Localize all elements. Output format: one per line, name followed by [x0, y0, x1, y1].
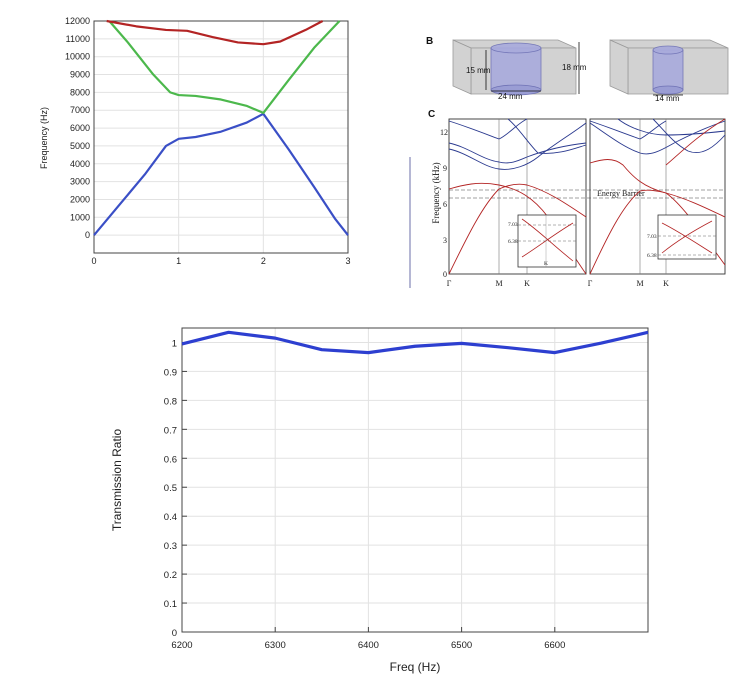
trans-xtick-label: 6400: [358, 640, 379, 651]
transmission-plot-area: [181, 327, 649, 633]
dim-height-large: 15 mm: [466, 66, 491, 75]
transmission-xlabel: Freq (Hz): [390, 660, 441, 674]
trans-ytick-label: 0.1: [164, 599, 177, 610]
trans-xtick-label: 6200: [171, 640, 192, 651]
trans-xtick-label: 6600: [544, 640, 565, 651]
band-a-series-1: [108, 20, 341, 115]
inset-right-tick-upper: 7.03: [647, 234, 657, 240]
trans-ytick-label: 0: [172, 628, 177, 639]
band-a-xtick-label: 1: [176, 256, 181, 266]
band-c-ytick: 12: [440, 128, 448, 137]
trans-ytick-label: 0.8: [164, 396, 177, 407]
inset-right-tick-lower: 6.38: [647, 253, 657, 259]
band-a-series-0: [93, 112, 349, 236]
band-a-ytick-label: 6000: [70, 123, 90, 133]
panel-b-label: B: [426, 36, 433, 47]
band-c-ytick: 6: [443, 200, 447, 209]
band-chart-c-left-frame: [448, 118, 587, 275]
band-a-ytick-label: 4000: [70, 159, 90, 169]
trans-ytick-label: 0.7: [164, 425, 177, 436]
band-c-left-xtick: M: [495, 279, 502, 288]
band-a-ytick-label: 12000: [65, 16, 90, 26]
band-a-ytick-label: 7000: [70, 105, 90, 115]
band-c-left-xtick: K: [524, 279, 530, 288]
band-c-left-blue: [448, 118, 587, 170]
unit-cell-panel: B 15 mm 24 mm 18 mm 14 mm: [426, 36, 729, 103]
trans-ytick-label: 0.6: [164, 454, 177, 465]
band-a-series-2: [106, 19, 324, 46]
band-chart-c-right-frame: [589, 118, 726, 275]
band-c-right-xtick: M: [636, 279, 643, 288]
band-a-ytick-label: 9000: [70, 70, 90, 80]
band-a-ytick-label: 5000: [70, 141, 90, 151]
dim-diam-large: 24 mm: [498, 92, 523, 101]
band-chart-left-plot-area: [93, 20, 349, 254]
band-a-ytick-label: 0: [85, 230, 90, 240]
band-a-xtick-label: 3: [345, 256, 350, 266]
dim-diam-small: 14 mm: [655, 94, 680, 103]
inset-left-tick-upper: 7.03: [508, 222, 518, 228]
band-a-ytick-label: 3000: [70, 177, 90, 187]
energy-barrier-label: Energy Barrier: [597, 189, 645, 198]
unit-cell-large: [452, 39, 580, 96]
band-a-xtick-label: 0: [91, 256, 96, 266]
trans-ytick-label: 0.2: [164, 570, 177, 581]
transmission-chart: 0 0.1 0.2 0.3 0.4 0.5 0.6 0.7 0.8 0.9 1 6200 6300 64…: [110, 327, 649, 674]
band-chart-left-ylabel: Frequency (Hz): [39, 107, 49, 169]
band-c-right-blue: [589, 118, 726, 155]
inset-right: [657, 214, 717, 260]
band-a-ytick-label: 10000: [65, 52, 90, 62]
inset-left: [517, 214, 577, 268]
band-c-ytick: 3: [443, 236, 447, 245]
trans-ytick-label: 0.4: [164, 512, 177, 523]
band-a-ytick-label: 8000: [70, 87, 90, 97]
trans-ytick-label: 0.5: [164, 483, 177, 494]
trans-ytick-label: 0.9: [164, 367, 177, 378]
inset-left-tick-lower: 6.38: [508, 239, 518, 245]
trans-xtick-label: 6500: [451, 640, 472, 651]
band-c-right-xtick: Γ: [588, 279, 593, 288]
trans-ytick-label: 1: [172, 338, 177, 349]
band-chart-c: C Frequency (kHz) Energy Barrier: [409, 109, 726, 288]
trans-series-0: [181, 330, 649, 355]
unit-cell-small: [609, 39, 729, 96]
band-c-right-xtick: K: [663, 279, 669, 288]
band-a-ytick-label: 11000: [66, 34, 90, 44]
band-c-ytick: 0: [443, 270, 447, 279]
band-c-left-xtick: Γ: [447, 279, 452, 288]
band-c-ytick: 9: [443, 164, 447, 173]
trans-ytick-label: 0.3: [164, 541, 177, 552]
band-chart-c-ylabel: Frequency (kHz): [431, 162, 441, 223]
panel-c-label: C: [428, 109, 435, 120]
band-a-ytick-label: 1000: [70, 212, 90, 222]
transmission-ylabel: Transmission Ratio: [110, 429, 124, 532]
trans-xtick-label: 6300: [265, 640, 286, 651]
band-a-ytick-label: 2000: [70, 194, 90, 204]
inset-left-x-label: K: [544, 261, 548, 267]
dim-height-box: 18 mm: [562, 63, 587, 72]
band-a-xtick-label: 2: [261, 256, 266, 266]
band-chart-left: 0 1000 2000 3000 4000 5000 6000 7000 8000 9000 100…: [0, 0, 360, 270]
